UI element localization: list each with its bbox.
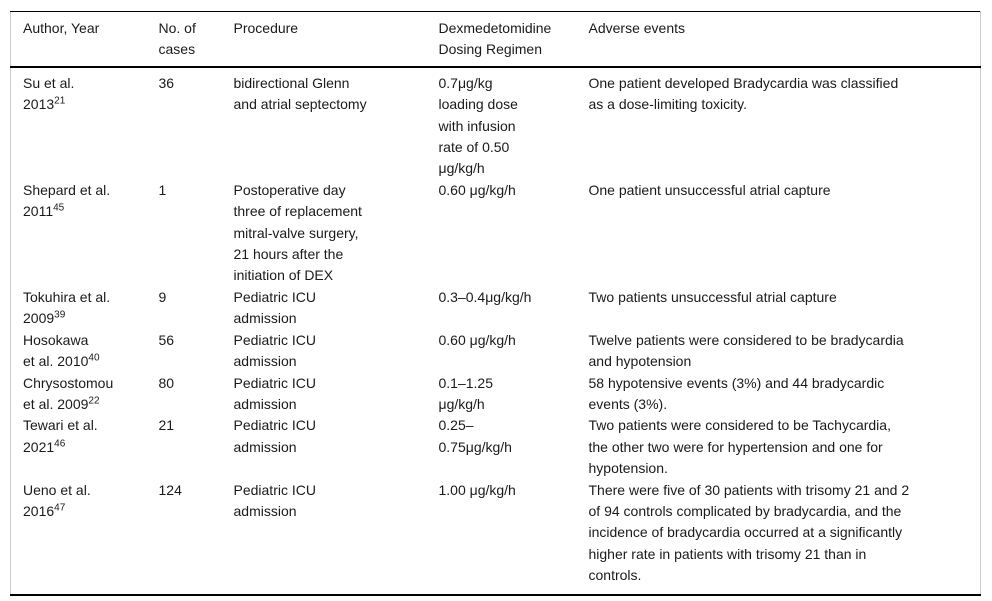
author-name: Chrysostomou	[23, 374, 114, 391]
reference-superscript: 22	[88, 395, 100, 407]
table-row: Shepard et al. 201145 1 Postoperative day…	[11, 180, 981, 287]
cell-dosing-regimen: 0.60 μg/kg/h	[438, 331, 516, 348]
table-row: Chrysostomou et al. 200922 80 Pediatric I…	[11, 373, 981, 416]
col-header-adverse-events: Adverse events	[576, 11, 981, 68]
cell-procedure: Pediatric ICU admission	[233, 481, 316, 519]
table-header: Author, Year No. of cases Procedure Dexm…	[10, 11, 981, 68]
cell-author-year: Chrysostomou et al. 200922	[11, 373, 147, 416]
reference-superscript: 45	[53, 202, 65, 214]
cell-author-year: Ueno et al. 201647	[11, 480, 147, 595]
cell-procedure: Pediatric ICU admission	[233, 331, 316, 370]
table-row: Tewari et al. 202146 21 Pediatric ICU adm…	[11, 415, 981, 479]
cell-procedure: Pediatric ICU admission	[233, 288, 316, 327]
cell-no-of-cases: 9	[158, 288, 167, 305]
cell-procedure: Postoperative day three of replacement m…	[233, 181, 362, 284]
cell-adverse-events: 58 hypotensive events (3%) and 44 bradyc…	[588, 374, 885, 412]
author-name: Ueno et al.	[23, 481, 91, 498]
cell-author-year: Tokuhira et al. 200939	[11, 287, 147, 330]
cell-no-of-cases: 56	[158, 331, 175, 348]
cell-dosing-regimen: 0.3–0.4μg/kg/h	[438, 288, 532, 305]
author-year: 2013	[23, 96, 55, 113]
cell-no-of-cases: 21	[158, 417, 175, 434]
cell-procedure: bidirectional Glenn and atrial septectom…	[233, 74, 367, 113]
cell-author-year: Tewari et al. 202146	[11, 415, 147, 479]
cell-adverse-events: Twelve patients were considered to be br…	[588, 331, 904, 370]
author-year: et al. 2010	[23, 353, 89, 370]
cell-procedure: Pediatric ICU admission	[233, 374, 316, 412]
table-row: Ueno et al. 201647 124 Pediatric ICU admi…	[11, 480, 981, 595]
reference-superscript: 21	[54, 95, 66, 107]
author-year: 2021	[23, 438, 55, 455]
table-row: Hosokawa et al. 201040 56 Pediatric ICU a…	[11, 330, 981, 373]
cell-no-of-cases: 80	[158, 374, 175, 391]
cell-adverse-events: Two patients were considered to be Tachy…	[588, 417, 891, 477]
table-body: Su et al. 201321 36 bidirectional Glenn a…	[11, 67, 981, 595]
cell-no-of-cases: 1	[158, 181, 167, 198]
reference-superscript: 39	[54, 309, 66, 321]
col-header-dosing-regimen: Dexmedetomidine Dosing Regimen	[426, 11, 577, 68]
author-name: Hosokawa	[23, 331, 89, 348]
author-name: Tewari et al.	[23, 417, 98, 434]
author-year: 2016	[23, 502, 55, 519]
cell-adverse-events: Two patients unsuccessful atrial capture	[588, 288, 837, 305]
cell-author-year: Su et al. 201321	[11, 67, 147, 180]
col-header-no-of-cases: No. of cases	[146, 11, 222, 68]
cell-no-of-cases: 36	[158, 74, 175, 91]
author-name: Su et al.	[23, 74, 75, 91]
header-row: Author, Year No. of cases Procedure Dexm…	[10, 11, 981, 68]
cell-dosing-regimen: 1.00 μg/kg/h	[438, 481, 516, 498]
cell-dosing-regimen: 0.7μg/kg loading dose with infusion rate…	[438, 74, 518, 177]
col-header-author-year: Author, Year	[10, 11, 147, 68]
cell-adverse-events: One patient developed Bradycardia was cl…	[588, 74, 899, 113]
cell-author-year: Shepard et al. 201145	[11, 180, 147, 287]
table-row: Tokuhira et al. 200939 9 Pediatric ICU ad…	[11, 287, 981, 330]
cell-dosing-regimen: 0.60 μg/kg/h	[438, 181, 516, 198]
reference-superscript: 46	[54, 438, 66, 450]
author-year: 2009	[23, 310, 55, 327]
author-year: et al. 2009	[23, 395, 89, 412]
cell-dosing-regimen: 0.25– 0.75μg/kg/h	[438, 417, 512, 455]
cell-no-of-cases: 124	[158, 481, 182, 498]
reference-superscript: 40	[88, 352, 100, 364]
author-name: Tokuhira et al.	[23, 288, 111, 305]
author-year: 2011	[23, 203, 54, 220]
reference-superscript: 47	[54, 502, 66, 514]
cell-dosing-regimen: 0.1–1.25 μg/kg/h	[438, 374, 494, 412]
cell-adverse-events: There were five of 30 patients with tris…	[588, 481, 910, 584]
cell-adverse-events: One patient unsuccessful atrial capture	[588, 181, 831, 198]
table-row: Su et al. 201321 36 bidirectional Glenn a…	[11, 67, 981, 180]
author-name: Shepard et al.	[23, 181, 111, 198]
adverse-events-table: Author, Year No. of cases Procedure Dexm…	[10, 11, 981, 596]
cell-author-year: Hosokawa et al. 201040	[11, 330, 147, 373]
cell-procedure: Pediatric ICU admission	[233, 417, 316, 455]
col-header-procedure: Procedure	[221, 11, 427, 68]
